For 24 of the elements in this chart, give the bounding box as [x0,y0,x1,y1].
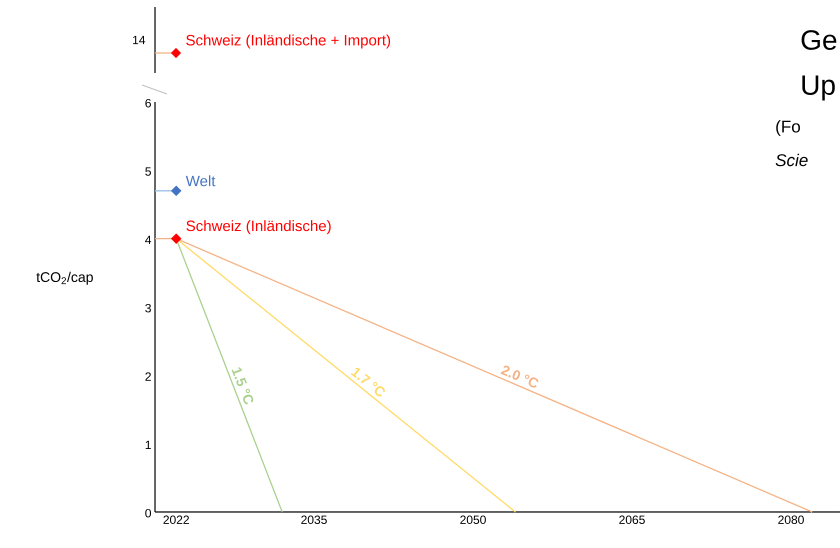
y-tick-label: 2 [145,372,151,381]
series-label: Schweiz (Inländische) [186,220,331,234]
text: Up [802,75,835,101]
annotation: (Fo [776,120,800,136]
text: 1.5 °C [232,367,254,404]
y-tick-label: 1 [146,440,151,449]
text: 2.0 °C [500,366,538,388]
series-label: Welt [186,175,216,186]
text: Ge [802,30,836,50]
y-axis-title: tCO$_{2}$/cap [36,272,93,285]
y-tick-label: 5 [145,167,151,176]
text: Schweiz (Inländische + Import) [186,34,390,48]
x-tick-label: 2035 [301,516,327,524]
text: 1.7 °C [350,368,385,396]
y-tick-label: 0 [145,508,152,518]
x-tick-label: 2050 [460,516,486,524]
x-tick-label: 2022 [163,516,189,524]
y-tick-label: 3 [145,304,151,312]
annotation: Scie [776,154,808,166]
y-tick-label: 6 [145,98,151,108]
text: 14 [133,36,146,44]
x-tick-label: 2080 [778,516,804,524]
x-tick-label: 2065 [619,516,645,524]
y-tick-label: 4 [145,236,152,244]
